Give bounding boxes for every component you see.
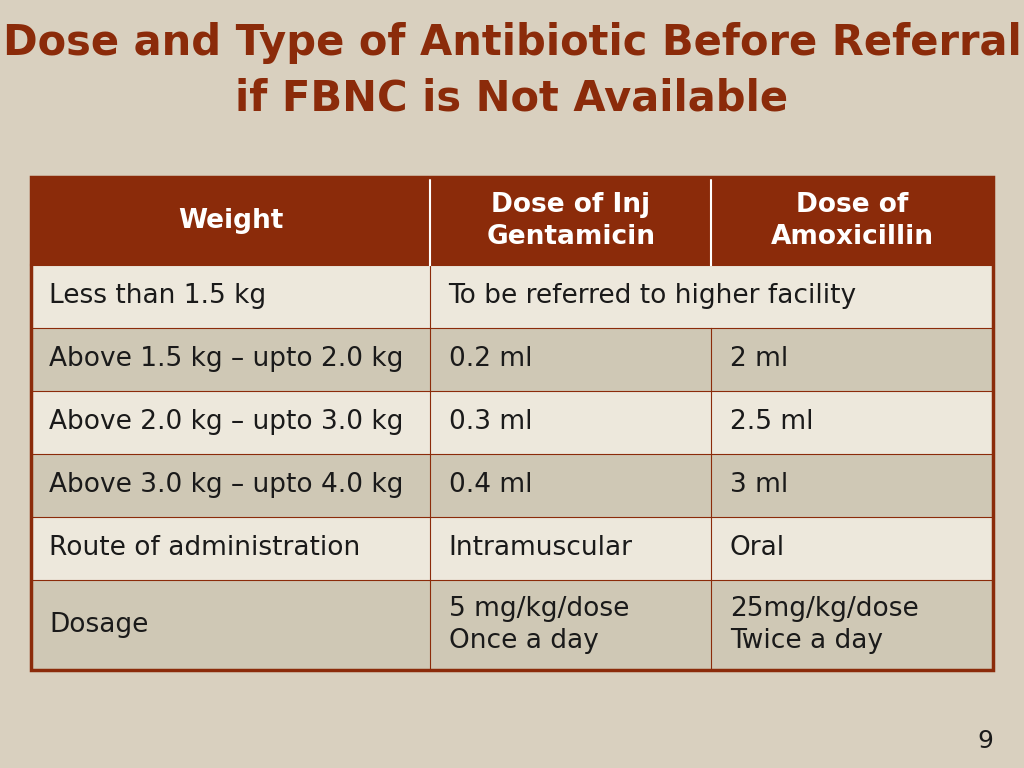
- Text: Intramuscular: Intramuscular: [449, 535, 633, 561]
- Bar: [31, 177, 993, 670]
- Bar: [31, 328, 993, 391]
- Text: 25mg/kg/dose
Twice a day: 25mg/kg/dose Twice a day: [730, 596, 919, 654]
- Bar: [31, 265, 993, 328]
- Text: 2 ml: 2 ml: [730, 346, 787, 372]
- Text: 0.3 ml: 0.3 ml: [449, 409, 532, 435]
- Text: Above 1.5 kg – upto 2.0 kg: Above 1.5 kg – upto 2.0 kg: [49, 346, 403, 372]
- Text: Dosage: Dosage: [49, 612, 148, 638]
- Text: 0.2 ml: 0.2 ml: [449, 346, 532, 372]
- Bar: [31, 580, 993, 670]
- Bar: [31, 177, 993, 265]
- Text: Oral: Oral: [730, 535, 784, 561]
- Bar: [0, 0, 1024, 142]
- Text: Above 2.0 kg – upto 3.0 kg: Above 2.0 kg – upto 3.0 kg: [49, 409, 403, 435]
- Text: Less than 1.5 kg: Less than 1.5 kg: [49, 283, 266, 310]
- Text: Route of administration: Route of administration: [49, 535, 360, 561]
- Text: 0.4 ml: 0.4 ml: [449, 472, 532, 498]
- Text: 5 mg/kg/dose
Once a day: 5 mg/kg/dose Once a day: [449, 596, 629, 654]
- Text: Above 3.0 kg – upto 4.0 kg: Above 3.0 kg – upto 4.0 kg: [49, 472, 403, 498]
- Text: 3 ml: 3 ml: [730, 472, 787, 498]
- Text: 9: 9: [977, 729, 993, 753]
- Text: 2.5 ml: 2.5 ml: [730, 409, 813, 435]
- Text: To be referred to higher facility: To be referred to higher facility: [449, 283, 857, 310]
- Bar: [31, 517, 993, 580]
- Text: Dose and Type of Antibiotic Before Referral
if FBNC is Not Available: Dose and Type of Antibiotic Before Refer…: [3, 22, 1021, 120]
- Text: Weight: Weight: [178, 208, 284, 233]
- Text: Dose of
Amoxicillin: Dose of Amoxicillin: [771, 192, 934, 250]
- Text: Dose of Inj
Gentamicin: Dose of Inj Gentamicin: [486, 192, 655, 250]
- Bar: [31, 454, 993, 517]
- Bar: [31, 391, 993, 454]
